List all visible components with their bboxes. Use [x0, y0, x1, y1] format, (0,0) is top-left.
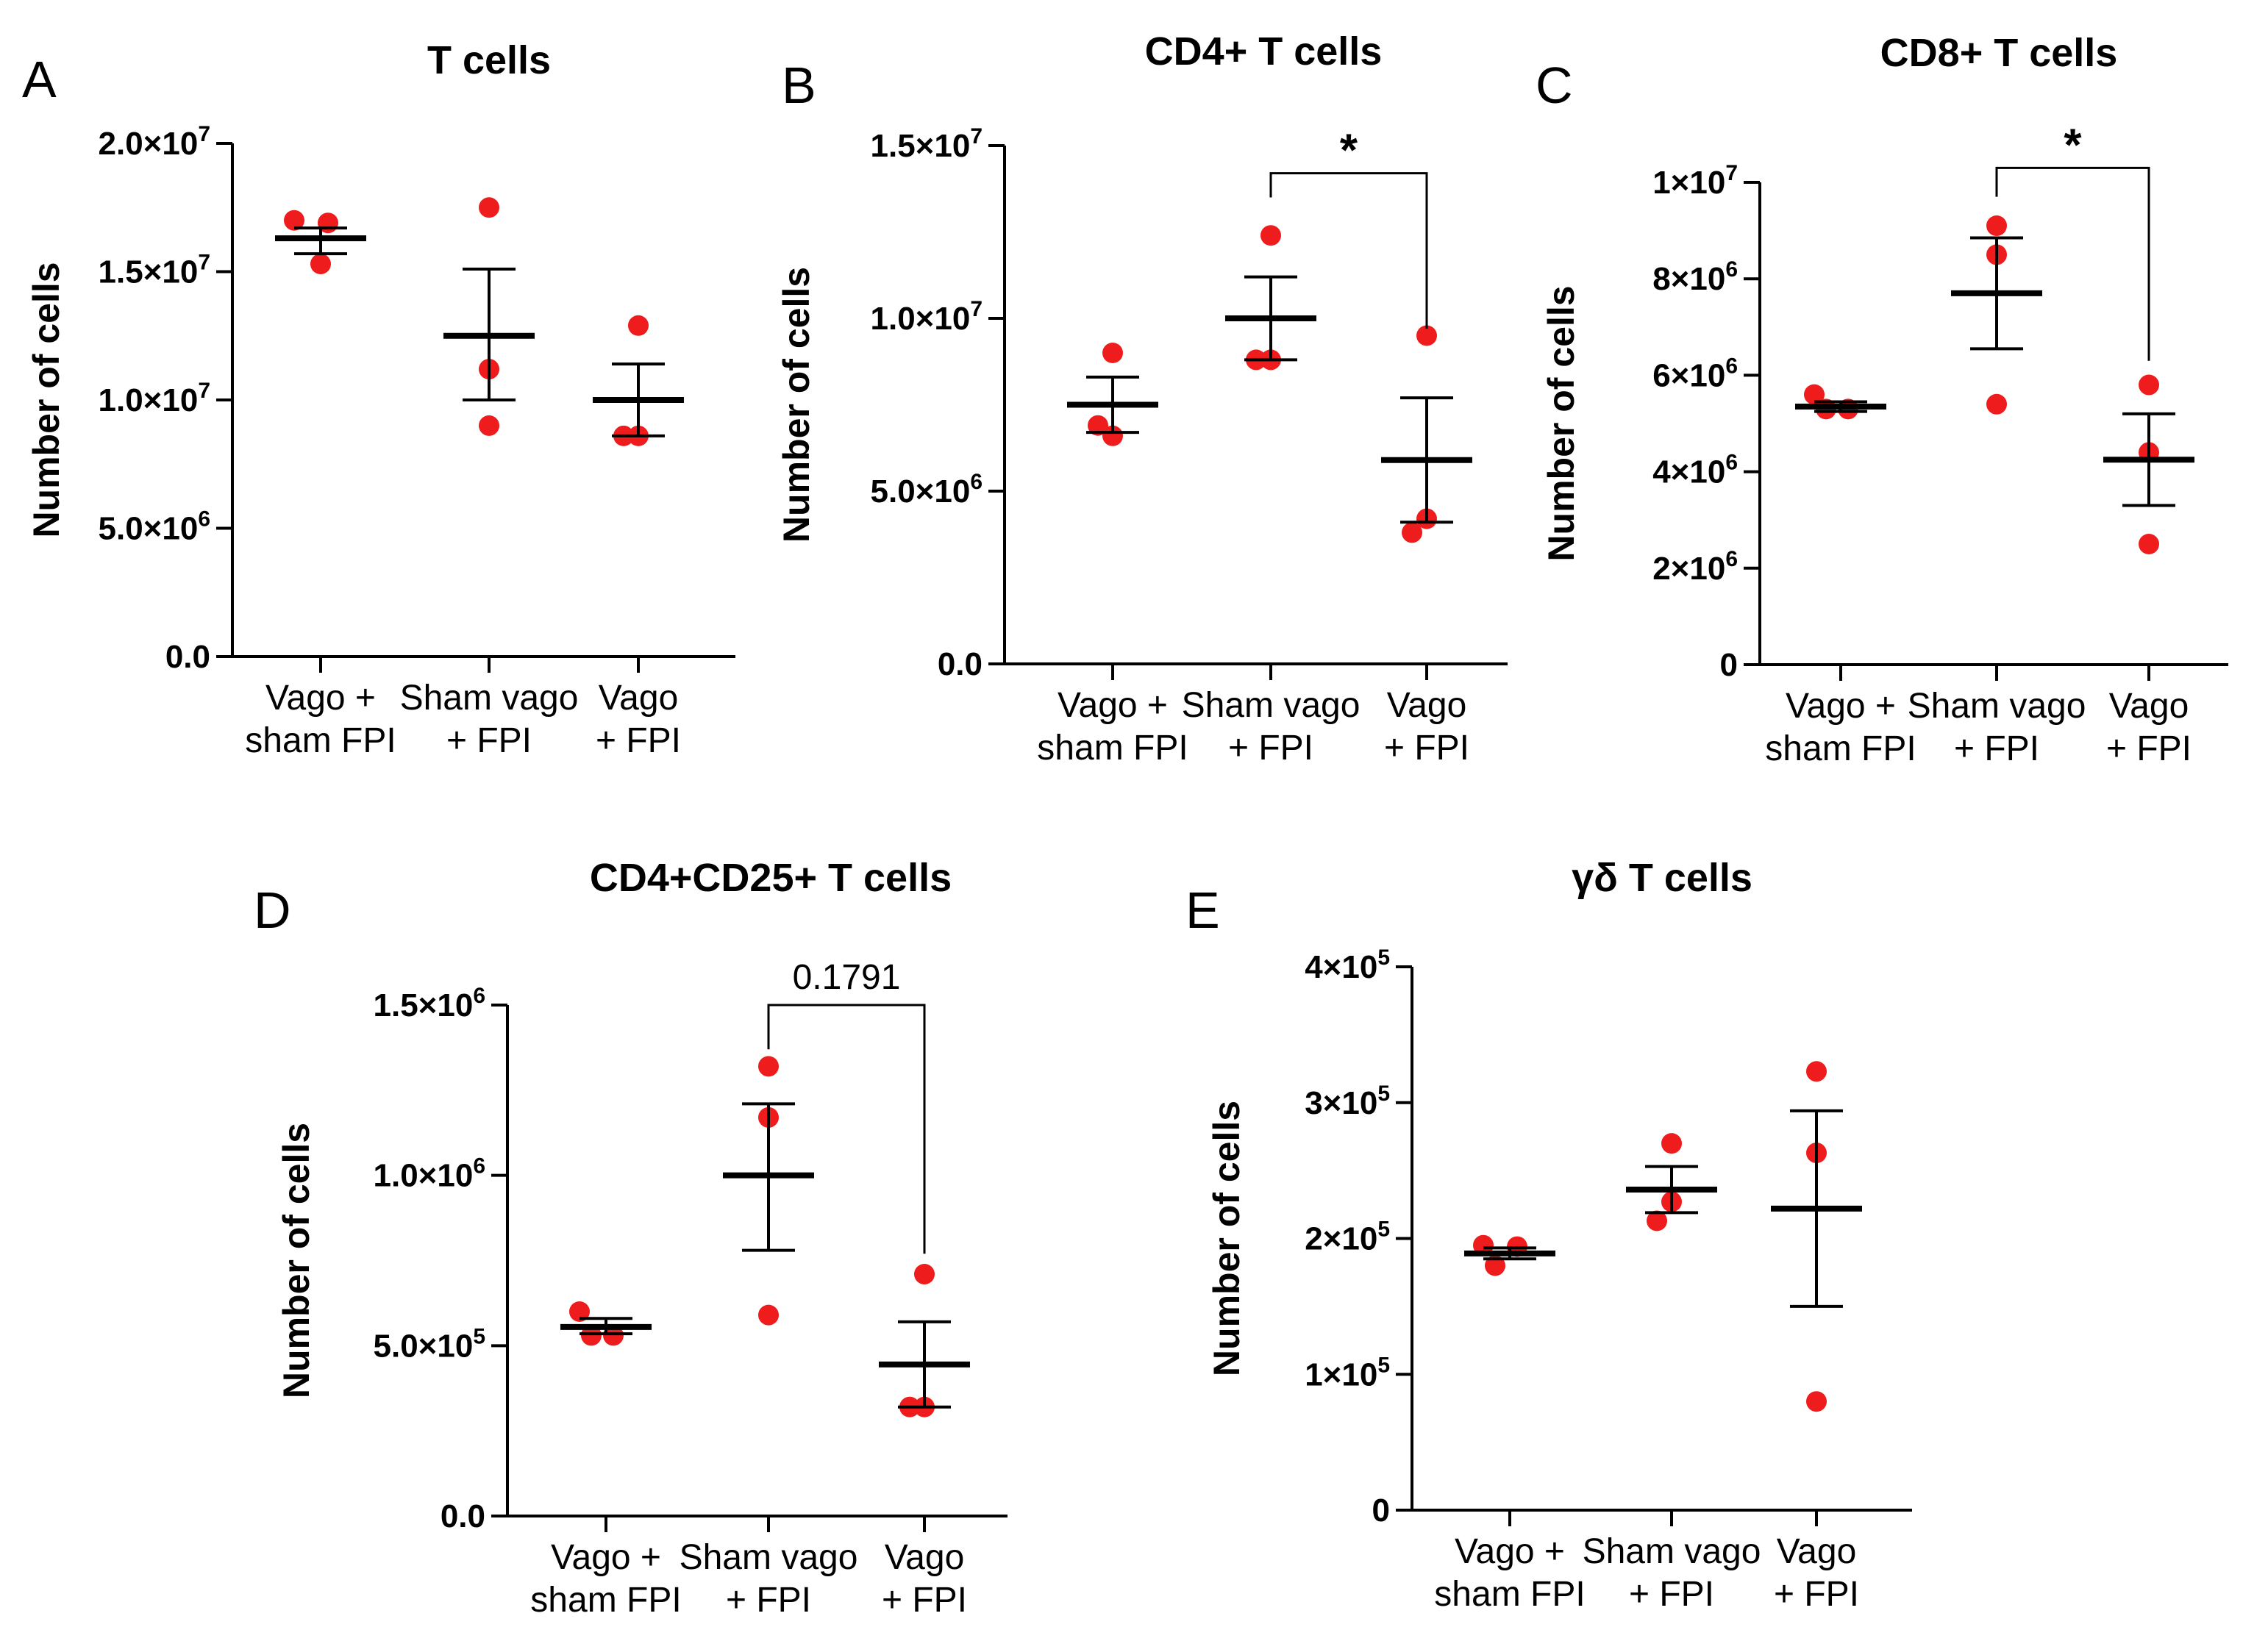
y-tick-label: 0.0: [441, 1498, 485, 1534]
y-tick-label: 0.0: [938, 646, 983, 682]
y-tick-label: 1.0×106: [374, 1154, 486, 1194]
data-point: [1986, 215, 2007, 237]
y-tick-label: 1.5×107: [871, 124, 983, 164]
data-point: [1485, 1255, 1505, 1276]
y-tick-label: 1.5×106: [374, 984, 486, 1023]
panel-c: C CD8+ T cells Number of cells 0 2×106 4×106 6…: [1536, 31, 2228, 768]
x-category-label: Vago + sham FPI: [530, 1538, 681, 1620]
chart-title: T cells: [427, 38, 551, 82]
x-category-label: Sham vago + FPI: [400, 679, 579, 760]
significance-label: *: [1340, 126, 1358, 176]
y-tick-label: 6×106: [1652, 354, 1738, 393]
panel-letter: D: [254, 882, 291, 939]
panel-e: Eγδ T cells Number of cells 0 1×105 2×105 3×1…: [1185, 856, 1912, 1614]
data-point: [758, 1304, 779, 1326]
y-tick-label: 1×105: [1305, 1353, 1390, 1392]
data-point: [1260, 225, 1281, 246]
y-tick-label: 8×106: [1652, 257, 1738, 297]
y-tick-label: 0.0: [165, 639, 210, 675]
x-category-label: Vago + sham FPI: [1434, 1532, 1585, 1614]
data-point: [603, 1325, 624, 1346]
data-point: [1102, 425, 1123, 446]
data-point: [1806, 1061, 1827, 1082]
data-point: [1806, 1391, 1827, 1412]
panel-b: B CD4+ T cells Number of cells 0.0 5.0×106 1.…: [776, 29, 1508, 768]
chart-title: CD8+ T cells: [1880, 31, 2118, 75]
data-point: [1804, 384, 1825, 405]
y-tick-label: 1.0×107: [99, 379, 211, 418]
x-category-label: Vago + FPI: [2106, 687, 2192, 768]
x-category-label: Sham vago + FPI: [1908, 687, 2086, 768]
x-category-label: Vago + sham FPI: [245, 679, 396, 760]
data-point: [479, 415, 499, 436]
y-tick-label: 1.0×107: [871, 297, 983, 337]
data-point: [581, 1325, 602, 1346]
chart-title: CD4+ T cells: [1145, 29, 1383, 74]
panel-letter: E: [1185, 882, 1220, 939]
x-category-label: Vago + FPI: [596, 679, 681, 760]
data-point: [1986, 393, 2007, 415]
y-tick-label: 5.0×106: [871, 470, 983, 510]
y-tick-label: 2.0×107: [99, 122, 211, 162]
data-point: [2139, 374, 2159, 396]
significance-bracket: [767, 1004, 926, 1254]
panel-d: D CD4+CD25+ T cells Number of cells 0.0 5.0×…: [254, 856, 1008, 1620]
x-category-label: Vago + FPI: [1384, 686, 1469, 768]
data-point: [758, 1056, 779, 1077]
panel-letter: A: [22, 51, 57, 108]
y-tick-label: 1×107: [1652, 161, 1738, 201]
panel-letter: B: [782, 57, 816, 114]
y-axis-label: Number of cells: [776, 267, 817, 543]
data-point: [284, 210, 304, 231]
y-tick-label: 4×105: [1305, 945, 1390, 985]
significance-label: 0.1791: [793, 958, 901, 997]
y-axis-label: Number of cells: [276, 1123, 317, 1398]
data-point: [479, 197, 499, 218]
data-point: [1416, 325, 1437, 346]
data-point: [310, 254, 331, 275]
chart-title: γδ T cells: [1572, 856, 1752, 900]
x-category-label: Sham vago + FPI: [1182, 686, 1361, 768]
y-tick-label: 1.5×107: [99, 251, 211, 290]
x-category-label: Vago + FPI: [1774, 1532, 1859, 1614]
y-axis-label: Number of cells: [26, 262, 67, 537]
data-point: [1473, 1234, 1494, 1256]
data-point: [1102, 343, 1123, 363]
data-point: [1402, 522, 1422, 543]
x-category-label: Vago + FPI: [882, 1538, 967, 1620]
y-axis-label: Number of cells: [1206, 1101, 1247, 1376]
y-tick-label: 4×106: [1652, 451, 1738, 490]
panel-letter: C: [1536, 57, 1573, 114]
data-point: [569, 1301, 590, 1322]
significance-bracket: [1269, 172, 1428, 329]
y-tick-label: 3×105: [1305, 1082, 1390, 1121]
data-point: [914, 1264, 935, 1285]
y-axis-label: Number of cells: [1541, 285, 1582, 561]
y-tick-label: 0: [1720, 647, 1738, 683]
y-tick-label: 5.0×106: [99, 507, 211, 547]
x-category-label: Vago + sham FPI: [1037, 686, 1188, 768]
data-point: [2139, 534, 2159, 554]
significance-bracket: [1995, 166, 2150, 361]
data-point: [1647, 1210, 1667, 1231]
panel-a: A T cells Number of cells 0.0 5.0×106 1.0×107…: [22, 38, 735, 760]
y-tick-label: 0: [1372, 1492, 1390, 1529]
data-point: [628, 315, 649, 336]
significance-label: *: [2064, 120, 2082, 171]
y-tick-label: 5.0×105: [374, 1324, 486, 1364]
y-tick-label: 2×106: [1652, 547, 1738, 587]
y-tick-label: 2×105: [1305, 1218, 1390, 1257]
x-category-label: Vago + sham FPI: [1765, 687, 1916, 768]
x-category-label: Sham vago + FPI: [1583, 1532, 1761, 1614]
x-category-label: Sham vago + FPI: [680, 1538, 858, 1620]
data-point: [1661, 1133, 1682, 1154]
chart-title: CD4+CD25+ T cells: [590, 856, 952, 900]
data-point: [1088, 415, 1108, 436]
